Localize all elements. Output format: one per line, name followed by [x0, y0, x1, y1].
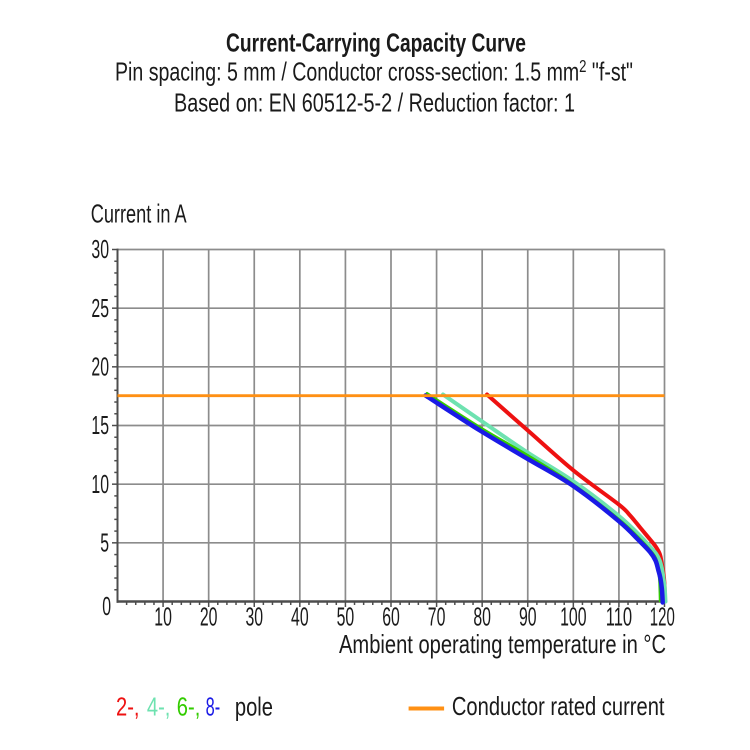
svg-text:4-,: 4-, — [147, 692, 171, 722]
svg-text:90: 90 — [519, 602, 537, 632]
svg-text:80: 80 — [473, 602, 491, 632]
svg-text:60: 60 — [382, 602, 400, 632]
svg-text:30: 30 — [91, 234, 109, 264]
svg-text:Based on: EN 60512-5-2 / Reduc: Based on: EN 60512-5-2 / Reduction facto… — [174, 88, 575, 118]
svg-text:50: 50 — [337, 602, 355, 632]
svg-text:30: 30 — [245, 602, 263, 632]
svg-text:6-,: 6-, — [177, 692, 201, 722]
svg-text:Conductor rated current: Conductor rated current — [452, 691, 665, 721]
svg-text:Current in A: Current in A — [91, 198, 187, 228]
svg-text:10: 10 — [91, 469, 109, 499]
svg-text:25: 25 — [91, 293, 109, 323]
svg-text:120: 120 — [650, 602, 675, 632]
svg-text:Pin spacing: 5 mm / Conductor: Pin spacing: 5 mm / Conductor cross-sect… — [115, 56, 633, 87]
svg-text:5: 5 — [100, 528, 109, 558]
svg-text:pole: pole — [235, 692, 273, 722]
svg-text:20: 20 — [200, 602, 218, 632]
svg-text:40: 40 — [291, 602, 309, 632]
svg-text:15: 15 — [91, 410, 109, 440]
svg-text:Ambient operating temperature: Ambient operating temperature in °C — [339, 629, 666, 659]
svg-text:Current-Carrying Capacity Curv: Current-Carrying Capacity Curve — [226, 28, 526, 58]
svg-text:2-,: 2-, — [116, 692, 140, 722]
svg-text:70: 70 — [428, 602, 446, 632]
svg-text:0: 0 — [102, 591, 111, 621]
svg-text:20: 20 — [91, 352, 109, 382]
svg-text:110: 110 — [606, 602, 632, 632]
svg-text:10: 10 — [154, 602, 172, 632]
svg-text:100: 100 — [560, 602, 586, 632]
svg-text:8-: 8- — [206, 692, 221, 722]
